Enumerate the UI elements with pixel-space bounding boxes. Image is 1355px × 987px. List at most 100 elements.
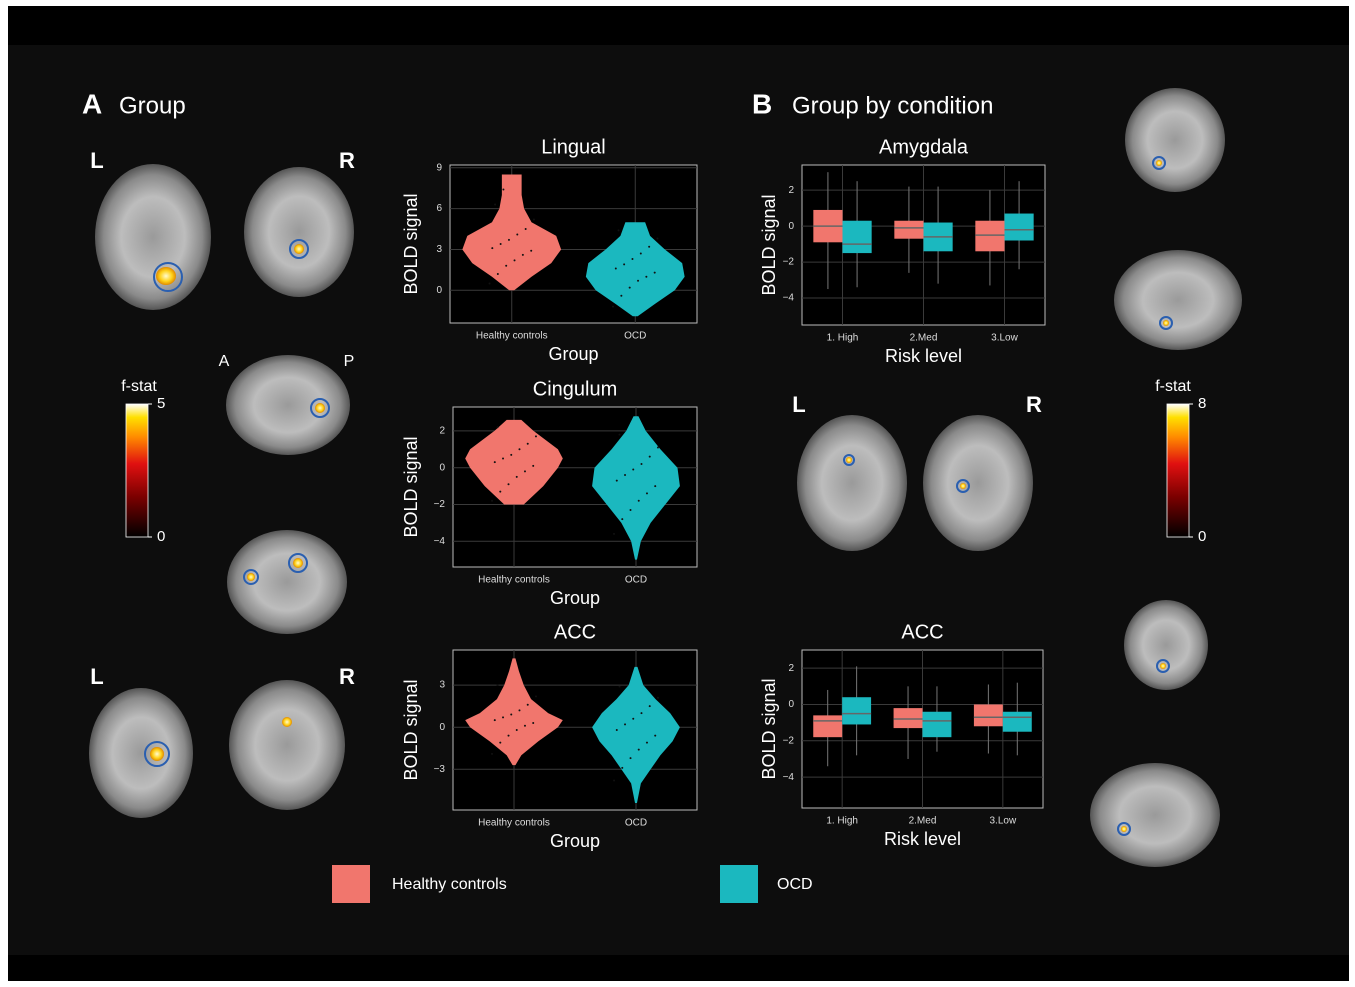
data-point xyxy=(612,305,615,308)
data-point xyxy=(631,257,634,260)
data-point xyxy=(648,245,651,248)
data-point xyxy=(496,684,499,687)
y-axis-label: BOLD signal xyxy=(759,678,779,779)
y-axis-label: BOLD signal xyxy=(401,436,421,537)
legend-label: Healthy controls xyxy=(392,876,507,893)
colorbar-title: f-stat xyxy=(121,378,157,395)
data-point xyxy=(494,203,497,206)
data-point xyxy=(521,253,524,256)
data-point xyxy=(526,703,529,706)
data-point xyxy=(656,696,659,699)
box xyxy=(813,715,843,738)
violin xyxy=(465,419,563,505)
colorbar xyxy=(1166,403,1190,538)
data-point xyxy=(617,229,620,232)
y-tick-label: −2 xyxy=(783,735,795,746)
panel-title: Group xyxy=(119,92,186,119)
data-point xyxy=(515,475,518,478)
data-point xyxy=(518,709,521,712)
box xyxy=(922,711,952,738)
data-point xyxy=(524,228,527,231)
y-tick-label: −4 xyxy=(434,536,446,547)
y-tick-label: 0 xyxy=(436,285,442,296)
colorbar-tick-label: 0 xyxy=(1198,528,1206,545)
side-label: L xyxy=(90,664,103,689)
data-point xyxy=(654,485,657,488)
violin xyxy=(585,222,685,317)
chart-title: ACC xyxy=(901,621,943,643)
y-tick-label: 6 xyxy=(436,203,442,214)
data-point xyxy=(491,499,494,502)
data-point xyxy=(621,766,624,769)
violin xyxy=(592,666,680,803)
y-tick-label: −4 xyxy=(783,772,795,783)
data-point xyxy=(637,499,640,502)
data-point xyxy=(623,263,626,266)
data-point xyxy=(505,264,508,267)
data-point xyxy=(640,712,643,715)
data-point xyxy=(502,188,505,191)
data-point xyxy=(499,243,502,245)
data-point xyxy=(515,729,518,731)
panel-label: B xyxy=(752,88,772,119)
data-point xyxy=(488,282,491,285)
legend-label: OCD xyxy=(777,876,813,893)
panel-label: A xyxy=(82,88,102,119)
y-axis-label: BOLD signal xyxy=(401,193,421,294)
legend-swatch xyxy=(332,865,370,903)
data-point xyxy=(502,716,505,719)
data-point xyxy=(629,508,632,511)
data-point xyxy=(639,252,642,255)
y-tick-label: 0 xyxy=(439,462,445,473)
y-tick-label: 0 xyxy=(788,221,794,232)
y-tick-label: 2 xyxy=(788,185,794,196)
data-point xyxy=(632,468,635,471)
data-point xyxy=(654,734,657,737)
x-tick-label: 2.Med xyxy=(910,333,938,344)
x-tick-label: OCD xyxy=(625,818,647,829)
box xyxy=(842,220,872,254)
side-label: L xyxy=(792,392,805,417)
data-point xyxy=(628,286,631,289)
data-point xyxy=(624,474,627,477)
data-point xyxy=(518,448,521,451)
data-point xyxy=(499,490,502,493)
data-point xyxy=(496,272,499,275)
x-tick-label: OCD xyxy=(625,575,647,586)
data-point xyxy=(513,259,516,262)
violin xyxy=(592,416,680,560)
data-point xyxy=(523,724,526,727)
colorbar-title: f-stat xyxy=(1155,378,1191,395)
data-point xyxy=(620,294,623,297)
chart-title: ACC xyxy=(554,621,596,643)
y-tick-label: 0 xyxy=(788,699,794,710)
x-axis-label: Group xyxy=(548,344,598,364)
x-tick-label: 3.Low xyxy=(991,333,1018,344)
y-tick-label: 2 xyxy=(788,663,794,674)
data-point xyxy=(507,238,510,241)
brain-images xyxy=(89,88,1242,867)
side-label: R xyxy=(339,148,355,173)
data-point xyxy=(629,757,632,760)
y-axis-label: BOLD signal xyxy=(401,679,421,780)
data-point xyxy=(645,275,648,278)
data-point xyxy=(532,218,535,221)
data-point xyxy=(534,435,537,438)
data-point xyxy=(516,233,519,236)
box xyxy=(894,220,924,239)
data-point xyxy=(491,752,494,755)
data-point xyxy=(624,723,627,726)
data-point xyxy=(613,779,616,782)
box xyxy=(1002,711,1032,732)
data-point xyxy=(507,483,510,486)
data-point xyxy=(653,271,656,274)
chart-title: Cingulum xyxy=(533,378,617,400)
y-tick-label: 3 xyxy=(436,244,442,255)
side-label: P xyxy=(344,353,355,370)
data-point xyxy=(615,729,618,731)
x-tick-label: Healthy controls xyxy=(476,331,548,342)
data-point xyxy=(637,748,640,751)
x-axis-label: Group xyxy=(550,831,600,851)
data-point xyxy=(499,741,502,744)
colorbar-tick-label: 8 xyxy=(1198,395,1206,412)
